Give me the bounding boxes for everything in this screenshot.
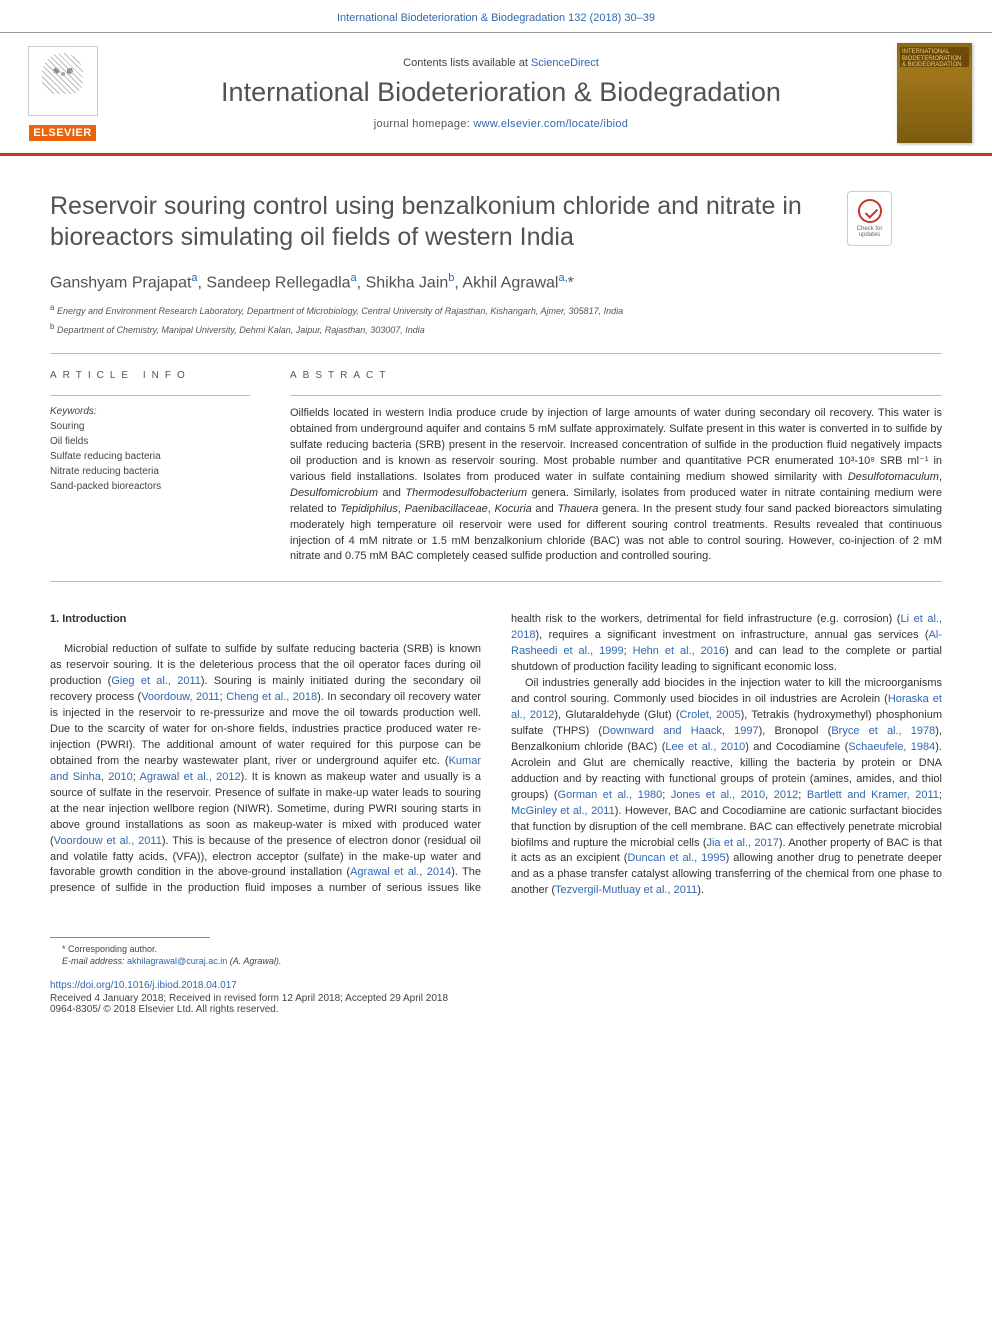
citation-link[interactable]: Voordouw, 2011 [141, 691, 219, 703]
footer-area: * Corresponding author. E-mail address: … [50, 929, 942, 1015]
keywords-label: Keywords: [50, 406, 250, 417]
article-title: Reservoir souring control using benzalko… [50, 191, 942, 254]
journal-header-box: ELSEVIER Contents lists available at Sci… [0, 32, 992, 156]
abstract-text: Oilfields located in western India produ… [290, 406, 942, 565]
contents-prefix: Contents lists available at [403, 57, 531, 69]
received-line: Received 4 January 2018; Received in rev… [50, 993, 942, 1004]
email-address[interactable]: akhilagrawal@curaj.ac.in [127, 956, 227, 966]
citation-link[interactable]: 2012 [774, 789, 798, 801]
citation-link[interactable]: Li et al., 2018 [511, 613, 942, 641]
divider-bottom [50, 581, 942, 582]
citation-link[interactable]: McGinley et al., 2011 [511, 805, 615, 817]
section-heading-intro: 1. Introduction [50, 612, 481, 628]
homepage-prefix: journal homepage: [374, 118, 474, 130]
body-columns: 1. Introduction Microbial reduction of s… [50, 612, 942, 899]
citation-link[interactable]: Downward and Haack, 1997 [602, 725, 759, 737]
citation-link[interactable]: Jia et al., 2017 [706, 837, 778, 849]
abstract-divider [290, 395, 942, 396]
citation-link[interactable]: Bartlett and Kramer, 2011 [807, 789, 939, 801]
journal-cover-thumbnail: INTERNATIONAL BIODETERIORATION & BIODEGR… [897, 43, 972, 143]
intro-para-2: Oil industries generally add biocides in… [511, 676, 942, 899]
abstract-column: ABSTRACT Oilfields located in western In… [290, 370, 942, 565]
info-abstract-row: ARTICLE INFO Keywords: SouringOil fields… [50, 370, 942, 565]
check-updates-badge[interactable]: Check for updates [847, 191, 892, 246]
citation-link[interactable]: Gieg et al., 2011 [111, 675, 201, 687]
article-info-heading: ARTICLE INFO [50, 370, 250, 381]
citation-link[interactable]: Schaeufele, 1984 [848, 741, 935, 753]
homepage-line: journal homepage: www.elsevier.com/locat… [105, 118, 897, 130]
citation-link[interactable]: Hehn et al., 2016 [633, 645, 725, 657]
citation-link[interactable]: Cheng et al., 2018 [226, 691, 317, 703]
elsevier-tree-icon [28, 46, 98, 116]
cover-text: INTERNATIONAL BIODETERIORATION & BIODEGR… [902, 49, 962, 69]
homepage-url[interactable]: www.elsevier.com/locate/ibiod [473, 118, 628, 130]
journal-citation-header: International Biodeterioration & Biodegr… [0, 0, 992, 32]
contents-line: Contents lists available at ScienceDirec… [105, 57, 897, 69]
citation-link[interactable]: Voordouw et al., 2011 [54, 835, 162, 847]
citation-link[interactable]: Kumar and Sinha, 2010 [50, 755, 481, 783]
journal-title: International Biodeterioration & Biodegr… [105, 77, 897, 108]
citation-link[interactable]: Agrawal et al., 2014 [350, 866, 451, 878]
citation-link[interactable]: Agrawal et al., 2012 [140, 771, 241, 783]
copyright-line: 0964-8305/ © 2018 Elsevier Ltd. All righ… [50, 1004, 942, 1015]
footer-divider [50, 937, 210, 938]
citation-link[interactable]: Bryce et al., 1978 [831, 725, 935, 737]
citation-link[interactable]: Jones et al., 2010 [671, 789, 765, 801]
affiliation-b: b Department of Chemistry, Manipal Unive… [50, 321, 942, 337]
affiliation-a: a Energy and Environment Research Labora… [50, 302, 942, 318]
citation-link[interactable]: Lee et al., 2010 [665, 741, 745, 753]
main-content: Check for updates Reservoir souring cont… [0, 156, 992, 1035]
body-section: 1. Introduction Microbial reduction of s… [50, 612, 942, 899]
elsevier-logo: ELSEVIER [20, 46, 105, 141]
checkmark-icon [858, 199, 882, 223]
header-center: Contents lists available at ScienceDirec… [105, 57, 897, 130]
corresponding-author: * Corresponding author. [50, 944, 942, 954]
doi-link[interactable]: https://doi.org/10.1016/j.ibiod.2018.04.… [50, 980, 237, 991]
abstract-heading: ABSTRACT [290, 370, 942, 381]
info-divider [50, 395, 250, 396]
article-info-column: ARTICLE INFO Keywords: SouringOil fields… [50, 370, 250, 565]
title-wrapper: Check for updates Reservoir souring cont… [50, 191, 942, 254]
citation-link[interactable]: Tezvergil-Mutluay et al., 2011 [555, 884, 697, 896]
keywords-list: SouringOil fieldsSulfate reducing bacter… [50, 419, 250, 494]
authors-list: Ganshyam Prajapata, Sandeep Rellegadlaa,… [50, 272, 942, 292]
citation-link[interactable]: Gorman et al., 1980 [558, 789, 663, 801]
citation-link[interactable]: Al-Rasheedi et al., 1999 [511, 629, 942, 657]
email-line: E-mail address: akhilagrawal@curaj.ac.in… [50, 956, 942, 966]
check-updates-text: Check for updates [848, 226, 891, 238]
email-suffix: (A. Agrawal). [227, 956, 281, 966]
elsevier-brand-text: ELSEVIER [29, 125, 95, 141]
sciencedirect-link[interactable]: ScienceDirect [531, 57, 599, 69]
citation-link[interactable]: Crolet, 2005 [680, 709, 741, 721]
citation-link[interactable]: Duncan et al., 1995 [627, 852, 725, 864]
divider-top [50, 353, 942, 354]
email-label: E-mail address: [62, 956, 127, 966]
